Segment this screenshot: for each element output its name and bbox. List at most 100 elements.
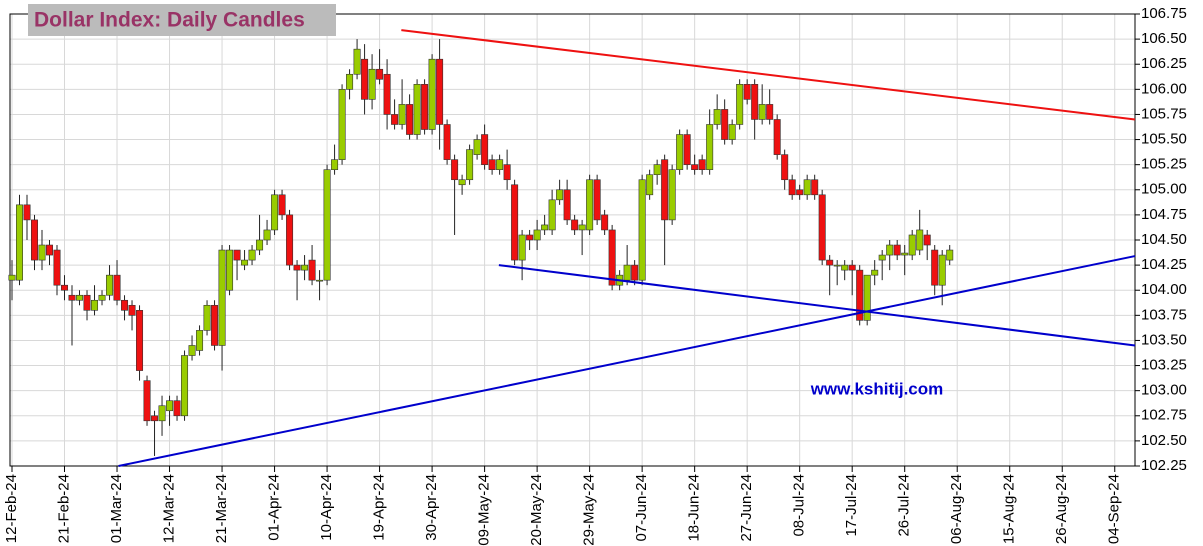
x-tick-label: 12-Mar-24 [161,474,178,543]
y-tick-label: 103.25 [1141,357,1187,374]
candle-body [211,304,219,346]
candle-body [188,345,196,356]
candle-body [263,229,271,241]
x-tick-label: 01-Mar-24 [108,474,125,543]
candle-body [886,244,894,256]
y-tick-label: 103.75 [1141,306,1187,323]
x-tick-label: 21-Feb-24 [55,474,72,543]
candle-body [511,184,519,261]
candle-body [788,179,796,196]
candle-body [706,124,714,170]
candle-body [481,134,489,165]
x-tick-label: 19-Apr-24 [371,474,388,541]
x-tick-label: 12-Feb-24 [3,474,20,543]
candle-body [8,274,16,281]
candle-body [458,179,466,186]
candle-body [833,264,841,267]
candle-body [578,224,586,231]
candle-body [773,119,781,155]
candle-body [473,139,481,155]
candle-body [383,73,391,115]
candle-body [181,355,189,417]
candle-body [728,124,736,140]
candle-body [548,199,556,231]
candle-body [128,304,136,316]
candle-body [623,264,631,281]
candle-body [323,169,331,281]
candle-body [556,189,564,201]
candle-body [841,264,849,271]
candle-body [631,264,639,281]
candle-body [488,159,496,170]
candle-body [301,264,309,271]
candle-body [646,174,654,196]
candle-body [293,264,301,271]
candle-body [533,229,541,241]
y-tick-label: 102.50 [1141,432,1187,449]
y-tick-label: 104.75 [1141,206,1187,223]
y-tick-label: 103.00 [1141,382,1187,399]
candle-body [818,194,826,261]
candle-body [466,149,474,181]
candle-body [668,169,676,221]
candle-body [31,219,39,261]
candle-body [751,84,759,120]
candle-body [391,114,399,125]
candle-body [713,109,721,125]
candle-body [256,239,264,251]
candle-body [721,109,729,140]
candle-body [878,254,886,261]
candle-body [23,204,31,221]
candle-body [158,405,166,422]
x-tick-label: 01-Apr-24 [266,474,283,541]
candle-body [638,179,646,281]
candle-body [518,234,526,261]
candle-body [271,194,279,231]
candle-body [938,254,946,286]
candle-body [248,249,256,261]
y-tick-label: 106.50 [1141,30,1187,47]
candle-body [856,269,864,321]
candle-body [203,304,211,331]
x-tick-label: 30-Apr-24 [423,474,440,541]
candle-body [743,84,751,100]
candle-body [113,274,121,301]
y-tick-label: 104.50 [1141,231,1187,248]
y-tick-label: 104.25 [1141,256,1187,273]
y-tick-label: 105.00 [1141,181,1187,198]
x-tick-label: 10-Apr-24 [318,474,335,541]
candle-body [863,274,871,321]
plot-frame [9,13,1136,467]
candle-body [893,244,901,256]
x-tick-label: 15-Aug-24 [1001,474,1018,544]
candle-body [68,294,76,301]
candle-body [436,58,444,125]
candle-body [233,249,241,261]
candle-body [413,84,421,135]
candle-body [278,194,286,216]
candle-body [496,159,504,170]
candle-body [758,104,766,120]
x-tick-label: 17-Jul-24 [843,474,860,537]
candle-body [563,189,571,221]
candle-body [653,164,661,176]
candle-body [796,189,804,196]
candle-body [241,259,249,266]
candle-body [91,299,99,311]
candle-body [143,380,151,422]
candle-body [691,164,699,170]
candle-body [46,244,54,256]
candle-body [661,159,669,221]
title-box [28,4,336,36]
candle-body [698,159,706,170]
y-tick-label: 104.00 [1141,281,1187,298]
candle-body [308,259,316,281]
candle-body [451,159,459,181]
candle-body [428,58,436,130]
watermark: www.kshitij.com [810,379,944,398]
x-tick-label: 09-May-24 [476,474,493,546]
x-tick-label: 18-Jun-24 [686,474,703,542]
candle-body [151,415,159,422]
candle-body [406,104,414,135]
